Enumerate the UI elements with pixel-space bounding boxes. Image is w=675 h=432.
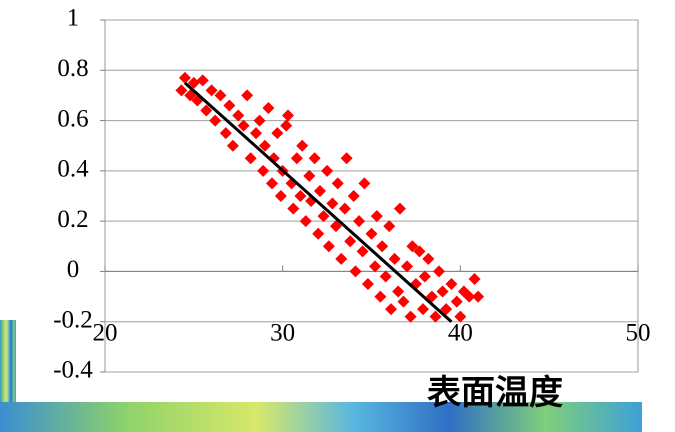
x-axis-label: 表面温度 [427, 373, 563, 413]
y-tick-label: -0.4 [53, 357, 93, 384]
page: {"chart_data": {"type": "scatter", "x_la… [0, 0, 675, 432]
y-tick-label: 0.6 [57, 105, 88, 132]
x-tick-label: 30 [270, 320, 295, 347]
x-tick-label: 50 [626, 320, 651, 347]
x-tick-label: 40 [448, 320, 473, 347]
y-tick-label: 0.2 [57, 206, 88, 233]
chart: -0.4 -0.2 0 0.2 0.4 0.6 0.8 1 20 30 40 50 表面温度 [0, 0, 675, 432]
y-tick-label: 0.8 [57, 55, 88, 82]
y-tick-label: 0 [67, 256, 80, 283]
y-tick-label: 0.4 [57, 156, 89, 183]
x-tick-label: 20 [93, 320, 118, 347]
y-tick-label: -0.2 [53, 306, 93, 333]
y-tick-label: 1 [67, 5, 80, 32]
